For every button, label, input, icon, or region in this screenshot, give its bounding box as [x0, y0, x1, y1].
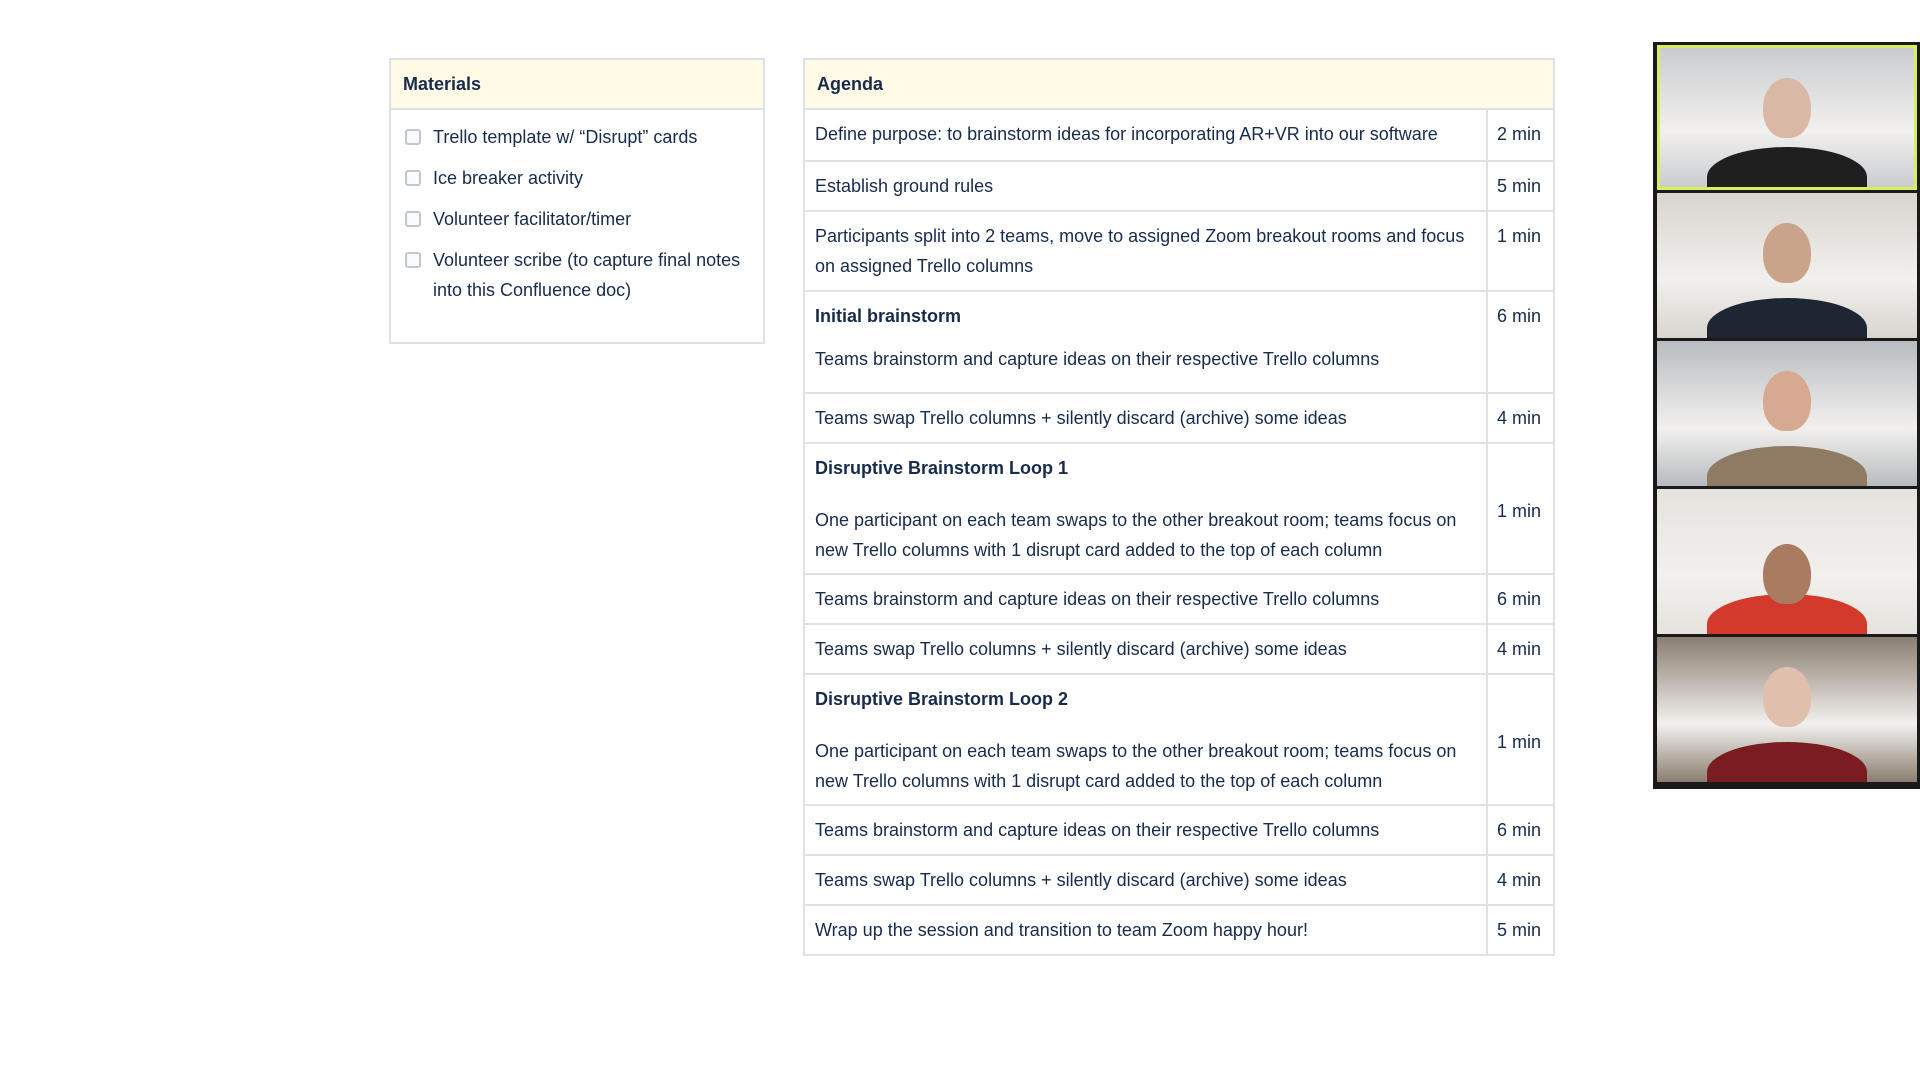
agenda-item-text: Define purpose: to brainstorm ideas for …: [815, 124, 1438, 144]
participant-video-tile[interactable]: [1657, 489, 1917, 634]
agenda-duration: 6 min: [1497, 820, 1542, 840]
checkbox[interactable]: [405, 170, 421, 186]
agenda-section-heading: Initial brainstorm: [815, 306, 962, 326]
agenda-row: Participants split into 2 teams, move to…: [805, 210, 1553, 290]
checkbox[interactable]: [405, 129, 421, 145]
material-item: Trello template w/ “Disrupt” cards: [403, 122, 751, 152]
material-label: Ice breaker activity: [433, 168, 584, 188]
material-label: Volunteer scribe (to capture final notes…: [433, 250, 741, 300]
participant-face: [1763, 223, 1811, 283]
agenda-item-text: Teams brainstorm and capture ideas on th…: [815, 820, 1380, 840]
agenda-section-heading: Disruptive Brainstorm Loop 2: [815, 689, 1069, 709]
materials-title: Materials: [391, 60, 763, 110]
agenda-row: Teams brainstorm and capture ideas on th…: [805, 804, 1553, 854]
agenda-item-text: Participants split into 2 teams, move to…: [815, 226, 1465, 276]
agenda-row: Establish ground rules 5 min: [805, 160, 1553, 210]
participant-face: [1763, 544, 1811, 604]
agenda-item-text: One participant on each team swaps to th…: [815, 741, 1457, 791]
participant-face: [1763, 667, 1811, 727]
checkbox[interactable]: [405, 211, 421, 227]
material-label: Volunteer facilitator/timer: [433, 209, 632, 229]
agenda-duration: 6 min: [1497, 306, 1542, 326]
agenda-item-text: Teams brainstorm and capture ideas on th…: [815, 349, 1380, 369]
participant-video-tile[interactable]: [1657, 637, 1917, 782]
agenda-duration: 4 min: [1497, 639, 1542, 659]
agenda-duration: 5 min: [1497, 920, 1542, 940]
participant-body: [1707, 147, 1867, 187]
participant-body: [1707, 298, 1867, 338]
agenda-row: Teams brainstorm and capture ideas on th…: [805, 573, 1553, 623]
participant-body: [1707, 742, 1867, 782]
participant-face: [1763, 78, 1811, 138]
material-item: Ice breaker activity: [403, 163, 751, 193]
agenda-table: Agenda Define purpose: to brainstorm ide…: [803, 58, 1555, 956]
agenda-duration: 5 min: [1497, 176, 1542, 196]
agenda-duration: 6 min: [1497, 589, 1542, 609]
participant-video-tile[interactable]: [1657, 193, 1917, 338]
agenda-item-text: Establish ground rules: [815, 176, 994, 196]
agenda-item-text: Teams swap Trello columns + silently dis…: [815, 870, 1347, 890]
agenda-row: Teams swap Trello columns + silently dis…: [805, 623, 1553, 673]
agenda-duration: 1 min: [1497, 501, 1542, 521]
participant-video-tile[interactable]: [1657, 45, 1917, 190]
participant-body: [1707, 446, 1867, 486]
agenda-title: Agenda: [805, 60, 1553, 110]
agenda-item-text: Teams swap Trello columns + silently dis…: [815, 408, 1347, 428]
checkbox[interactable]: [405, 252, 421, 268]
material-label: Trello template w/ “Disrupt” cards: [433, 127, 698, 147]
participant-face: [1763, 371, 1811, 431]
agenda-section-heading: Disruptive Brainstorm Loop 1: [815, 458, 1069, 478]
agenda-item-text: One participant on each team swaps to th…: [815, 510, 1457, 560]
material-item: Volunteer scribe (to capture final notes…: [403, 245, 751, 305]
agenda-row: Disruptive Brainstorm Loop 1 One particip…: [805, 442, 1553, 573]
agenda-row: Wrap up the session and transition to te…: [805, 904, 1553, 954]
agenda-duration: 4 min: [1497, 408, 1542, 428]
materials-list: Trello template w/ “Disrupt” cards Ice br…: [391, 110, 763, 305]
video-gallery: [1653, 42, 1920, 789]
agenda-item-text: Wrap up the session and transition to te…: [815, 920, 1308, 940]
agenda-duration: 2 min: [1497, 124, 1542, 144]
agenda-duration: 1 min: [1497, 732, 1542, 752]
agenda-item-text: Teams brainstorm and capture ideas on th…: [815, 589, 1380, 609]
agenda-duration: 1 min: [1497, 226, 1542, 246]
agenda-duration: 4 min: [1497, 870, 1542, 890]
agenda-row: Initial brainstorm Teams brainstorm and c…: [805, 290, 1553, 392]
material-item: Volunteer facilitator/timer: [403, 204, 751, 234]
agenda-row: Teams swap Trello columns + silently dis…: [805, 854, 1553, 904]
agenda-row: Teams swap Trello columns + silently dis…: [805, 392, 1553, 442]
agenda-row: Disruptive Brainstorm Loop 2 One particip…: [805, 673, 1553, 804]
materials-panel: Materials Trello template w/ “Disrupt” c…: [389, 58, 765, 344]
agenda-item-text: Teams swap Trello columns + silently dis…: [815, 639, 1347, 659]
agenda-row: Define purpose: to brainstorm ideas for …: [805, 110, 1553, 160]
participant-video-tile[interactable]: [1657, 341, 1917, 486]
